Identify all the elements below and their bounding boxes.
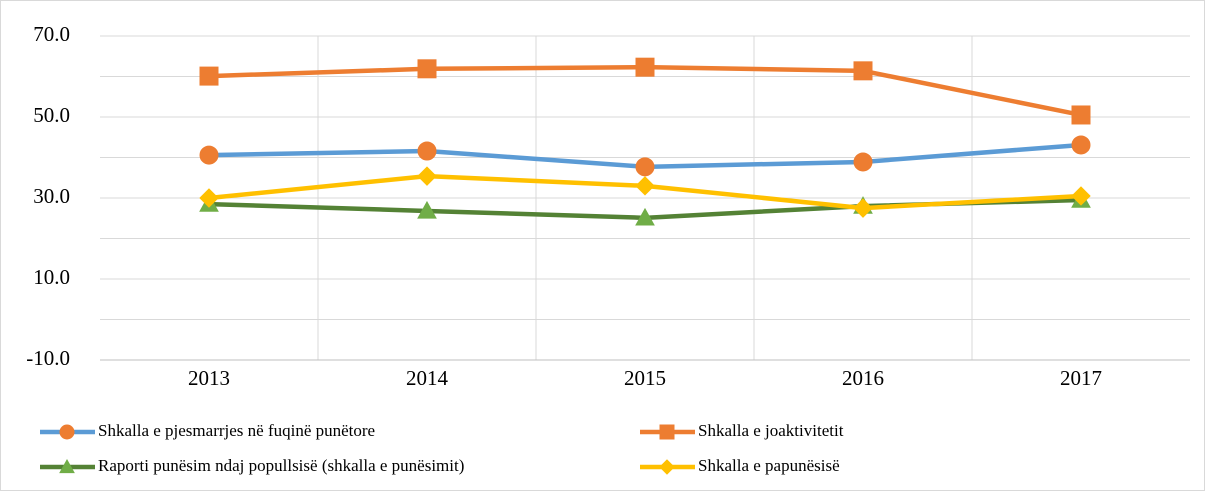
legend-label: Shkalla e joaktivitetit: [698, 421, 844, 440]
marker: [853, 61, 873, 81]
y-tick-label: 30.0: [33, 184, 70, 208]
x-tick-label: 2015: [624, 366, 666, 390]
marker: [853, 198, 873, 218]
legend-label: Shkalla e papunësisë: [698, 456, 840, 475]
y-tick-label: 10.0: [33, 265, 70, 289]
marker: [1071, 105, 1091, 125]
marker: [1071, 186, 1091, 206]
x-tick-label: 2017: [1060, 366, 1102, 390]
marker: [417, 166, 437, 186]
x-tick-label: 2016: [842, 366, 884, 390]
marker: [635, 57, 655, 77]
marker: [417, 200, 437, 219]
marker: [199, 145, 219, 165]
marker: [417, 141, 437, 161]
x-tick-label: 2013: [188, 366, 230, 390]
marker: [199, 188, 219, 208]
marker: [659, 459, 675, 475]
marker: [853, 152, 873, 172]
marker: [199, 66, 219, 86]
marker: [417, 59, 437, 79]
marker: [59, 458, 75, 474]
marker: [635, 157, 655, 177]
marker: [59, 424, 75, 440]
x-tick-label: 2014: [406, 366, 449, 390]
marker: [635, 207, 655, 226]
legend-label: Shkalla e pjesmarrjes në fuqinë punëtore: [98, 421, 375, 440]
marker: [635, 176, 655, 196]
legend-label: Raporti punësim ndaj popullsisë (shkalla…: [98, 456, 464, 475]
y-tick-label: 50.0: [33, 103, 70, 127]
marker: [1071, 135, 1091, 155]
y-tick-label: 70.0: [33, 22, 70, 46]
marker: [659, 424, 675, 440]
y-tick-label: -10.0: [26, 346, 70, 370]
